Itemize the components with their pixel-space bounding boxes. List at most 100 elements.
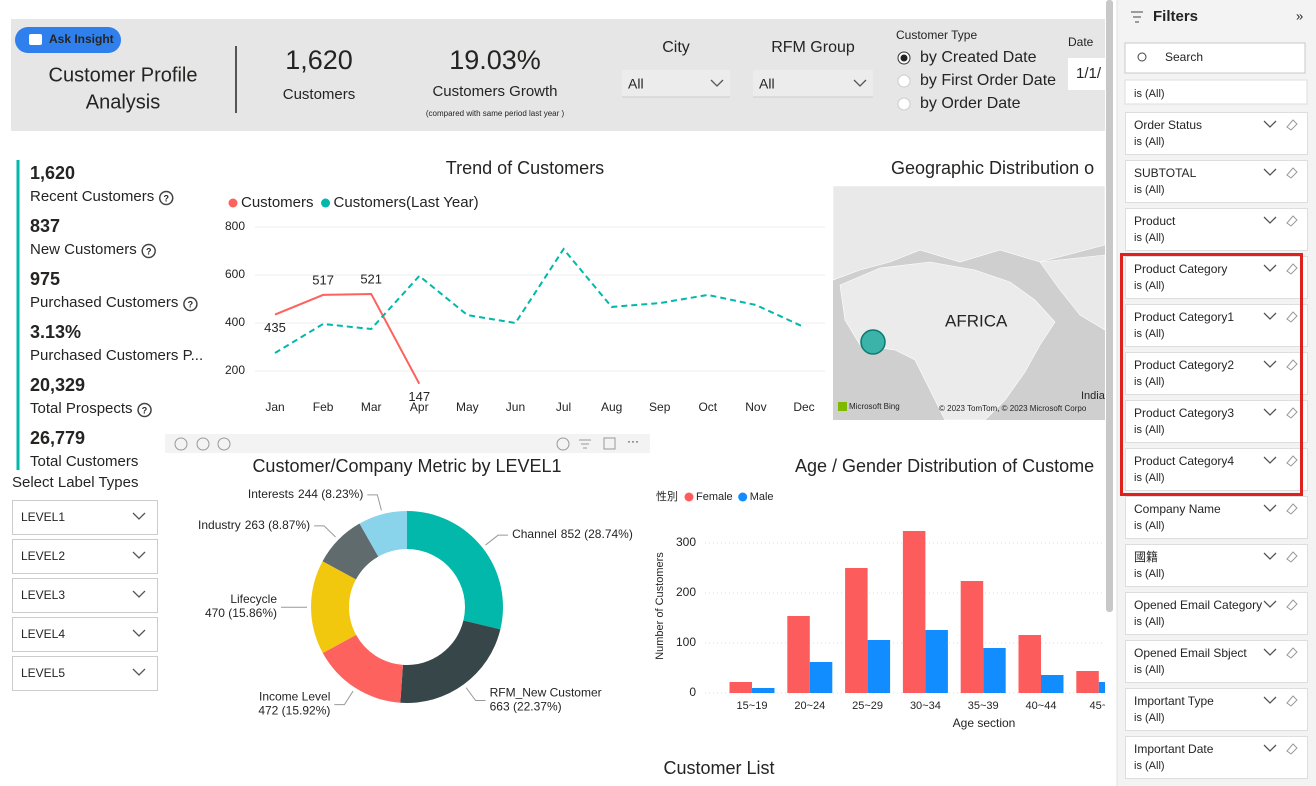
- level-dropdown[interactable]: [12, 656, 158, 691]
- bar[interactable]: [867, 640, 891, 693]
- value-label: 244 (8.23%): [298, 487, 363, 501]
- legend-label: Female: [696, 491, 733, 503]
- filter-card[interactable]: [1125, 448, 1308, 491]
- eraser-icon[interactable]: [1286, 695, 1298, 707]
- filter-card[interactable]: [1125, 160, 1308, 203]
- date-box[interactable]: [1068, 58, 1108, 90]
- x-tick-label: Jul: [556, 400, 571, 414]
- search-box[interactable]: [1124, 42, 1306, 74]
- filter-state: is (All): [1134, 376, 1165, 388]
- bar[interactable]: [960, 581, 984, 693]
- eraser-icon[interactable]: [1286, 167, 1298, 179]
- filter-card[interactable]: [1125, 256, 1308, 299]
- eraser-icon[interactable]: [1286, 311, 1298, 323]
- bar[interactable]: [1076, 671, 1099, 693]
- filter-card[interactable]: [1125, 112, 1308, 155]
- eraser-icon[interactable]: [1286, 215, 1298, 227]
- help-icon[interactable]: [137, 402, 152, 418]
- bar[interactable]: [1018, 635, 1042, 693]
- bar[interactable]: [752, 688, 775, 693]
- filter-card[interactable]: [1125, 400, 1308, 443]
- level-dropdown[interactable]: [12, 500, 158, 535]
- kpi-value: 19.03%: [449, 45, 541, 75]
- map-bubble[interactable]: [860, 329, 886, 355]
- donut-slice[interactable]: [407, 511, 503, 630]
- map: [833, 186, 1105, 420]
- level-dropdown[interactable]: [12, 539, 158, 574]
- eraser-icon[interactable]: [1286, 359, 1298, 371]
- filter-card[interactable]: [1124, 79, 1308, 105]
- chevron: [1263, 120, 1277, 128]
- radio-label: by Created Date: [920, 49, 1037, 66]
- chevron: [1263, 696, 1277, 704]
- filter-card[interactable]: [1125, 544, 1308, 587]
- insight-icon: [29, 34, 42, 45]
- ask-insight-button[interactable]: [15, 27, 121, 53]
- slicer-dropdown[interactable]: [622, 70, 730, 97]
- x-tick-label: Jan: [265, 400, 284, 414]
- filter-card[interactable]: [1125, 592, 1308, 635]
- scrollbar[interactable]: [1106, 0, 1113, 612]
- donut-slice[interactable]: [311, 561, 357, 654]
- eraser-icon[interactable]: [1286, 455, 1298, 467]
- x-tick-label: May: [456, 400, 479, 414]
- slicer-dropdown[interactable]: [753, 70, 873, 97]
- level-dropdown[interactable]: [12, 578, 158, 613]
- filter-card[interactable]: [1125, 208, 1308, 251]
- radio[interactable]: [897, 74, 911, 88]
- radio[interactable]: [897, 97, 911, 111]
- eraser-icon[interactable]: [1286, 647, 1298, 659]
- bar[interactable]: [845, 568, 868, 693]
- slicer-label: Date: [1068, 35, 1094, 49]
- eraser-icon[interactable]: [1286, 119, 1298, 131]
- help-mark: ?: [188, 299, 194, 309]
- filter-state: is (All): [1134, 136, 1165, 148]
- data-label: Income Level 472 (15.92%): [258, 690, 330, 718]
- bar[interactable]: [729, 682, 753, 693]
- filter-state: is (All): [1134, 568, 1165, 580]
- filter-name: SUBTOTAL: [1134, 166, 1197, 180]
- level-label: LEVEL3: [21, 588, 65, 602]
- bar[interactable]: [809, 662, 833, 693]
- level-dropdown[interactable]: [12, 617, 158, 652]
- data-label: 521: [360, 271, 382, 286]
- bar[interactable]: [787, 616, 810, 693]
- filter-card[interactable]: [1125, 736, 1308, 779]
- filter-card[interactable]: [1125, 496, 1308, 539]
- bar[interactable]: [902, 531, 926, 693]
- help-mark: ?: [163, 193, 169, 203]
- eraser-icon[interactable]: [1286, 599, 1298, 611]
- bar[interactable]: [925, 630, 948, 693]
- eraser-icon[interactable]: [1286, 263, 1298, 275]
- eraser-icon[interactable]: [1286, 743, 1298, 755]
- help-icon[interactable]: [141, 243, 156, 259]
- donut-slice[interactable]: [359, 511, 407, 557]
- x-tick-label: 30~34: [910, 700, 941, 712]
- collapse-icon[interactable]: »: [1296, 8, 1303, 23]
- eraser-icon[interactable]: [1286, 407, 1298, 419]
- filter-card[interactable]: [1125, 304, 1308, 347]
- filter-state: is (All): [1134, 424, 1165, 436]
- kpi-note: (compared with same period last year ): [426, 109, 565, 118]
- filter-card[interactable]: [1125, 352, 1308, 395]
- eraser-icon[interactable]: [1286, 503, 1298, 515]
- help-icon[interactable]: [158, 190, 174, 206]
- donut-slice[interactable]: [322, 634, 403, 703]
- donut-slice[interactable]: [400, 620, 501, 703]
- bar[interactable]: [983, 648, 1006, 693]
- x-tick-label: 15~19: [737, 700, 768, 712]
- bar[interactable]: [1041, 675, 1064, 693]
- leader-line: [334, 690, 354, 706]
- legend-dot: [321, 198, 331, 208]
- eraser-icon[interactable]: [1286, 551, 1298, 563]
- more-icon[interactable]: ···: [627, 434, 639, 448]
- filter-card[interactable]: [1125, 688, 1308, 731]
- y-tick-label: 400: [225, 315, 245, 329]
- value-label: 472 (15.92%): [258, 704, 330, 718]
- filter-card[interactable]: [1125, 640, 1308, 683]
- bar[interactable]: [1098, 682, 1122, 693]
- filter-name: Product: [1134, 214, 1176, 228]
- help-icon[interactable]: [183, 296, 198, 312]
- donut-slice[interactable]: [322, 523, 379, 580]
- help-mark: ?: [142, 405, 148, 415]
